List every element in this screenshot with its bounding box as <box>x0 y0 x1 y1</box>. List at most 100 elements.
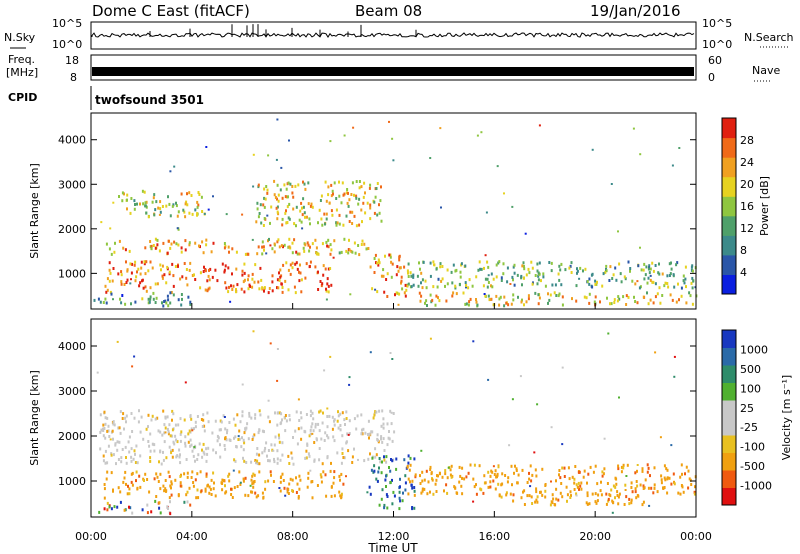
heatmap-cell <box>266 191 269 195</box>
heatmap-cell <box>198 193 201 196</box>
power-colorbar-swatch <box>722 196 736 217</box>
heatmap-cell <box>149 240 152 243</box>
heatmap-cell <box>175 204 178 208</box>
heatmap-cell <box>169 291 172 295</box>
heatmap-cell <box>224 447 227 451</box>
heatmap-cell <box>441 277 444 281</box>
heatmap-cell <box>267 459 269 463</box>
heatmap-cell <box>558 264 561 268</box>
heatmap-cell <box>179 481 182 485</box>
heatmap-cell <box>102 434 105 438</box>
heatmap-cell <box>289 477 292 481</box>
heatmap-cell <box>664 281 667 285</box>
station-title: Dome C East (fitACF) <box>92 2 250 20</box>
heatmap-cell <box>506 480 509 484</box>
heatmap-cell <box>104 461 107 465</box>
heatmap-cell <box>324 473 327 477</box>
heatmap-cell <box>165 204 168 208</box>
heatmap-cell <box>118 195 120 198</box>
heatmap-cell <box>469 297 472 301</box>
heatmap-cell <box>647 486 650 490</box>
heatmap-cell <box>238 470 241 474</box>
heatmap-cell <box>339 478 341 482</box>
heatmap-cell <box>452 291 455 295</box>
heatmap-cell <box>104 284 107 288</box>
heatmap-cell <box>531 502 534 505</box>
heatmap-cell <box>672 472 675 476</box>
heatmap-cell <box>231 272 233 276</box>
heatmap-cell <box>280 412 283 416</box>
heatmap-cell <box>420 281 422 285</box>
freq-trace <box>92 67 694 76</box>
heatmap-cell <box>647 302 650 306</box>
heatmap-cell <box>681 472 683 476</box>
heatmap-cell <box>536 495 539 499</box>
heatmap-cell <box>606 482 609 485</box>
heatmap-cell <box>640 268 643 272</box>
heatmap-cell <box>295 476 297 480</box>
heatmap-cell <box>192 454 195 458</box>
heatmap-cell <box>247 274 250 278</box>
heatmap-cell <box>228 472 231 476</box>
heatmap-cell <box>276 286 278 290</box>
heatmap-cell <box>631 279 634 283</box>
heatmap-cell <box>369 206 372 210</box>
heatmap-cell <box>102 301 105 304</box>
heatmap-cell <box>221 482 224 485</box>
heatmap-cell <box>330 248 333 252</box>
heatmap-cell <box>150 244 153 248</box>
heatmap-cell <box>292 195 295 199</box>
heatmap-cell <box>236 283 239 287</box>
heatmap-cell <box>668 476 671 480</box>
heatmap-cell <box>588 292 591 296</box>
heatmap-cell <box>140 266 143 270</box>
heatmap-cell <box>506 280 509 284</box>
heatmap-cell <box>355 180 358 183</box>
heatmap-cell <box>489 474 492 478</box>
heatmap-cell <box>184 435 187 439</box>
vel-ytick-label: 3000 <box>58 385 86 398</box>
heatmap-cell <box>378 203 380 207</box>
heatmap-cell <box>152 196 155 200</box>
heatmap-cell <box>195 496 198 500</box>
heatmap-cell <box>244 493 247 497</box>
heatmap-cell <box>400 281 402 285</box>
heatmap-cell <box>181 275 184 279</box>
heatmap-cell <box>109 271 112 275</box>
heatmap-cell <box>173 240 176 244</box>
heatmap-cell <box>487 274 490 277</box>
heatmap-cell <box>577 485 579 489</box>
heatmap-cell <box>358 197 361 201</box>
heatmap-cell <box>476 303 479 307</box>
heatmap-cell <box>357 458 359 461</box>
heatmap-cell <box>131 483 134 487</box>
heatmap-cell <box>525 273 528 277</box>
heatmap-cell <box>643 277 646 281</box>
heatmap-cell <box>614 266 617 270</box>
heatmap-cell <box>643 262 646 266</box>
heatmap-cell <box>342 456 345 459</box>
heatmap-cell <box>382 417 385 421</box>
velocity-colorbar-swatch <box>722 330 736 348</box>
heatmap-cell <box>296 252 299 256</box>
heatmap-cell <box>374 253 377 257</box>
heatmap-cell <box>525 300 528 304</box>
heatmap-cell <box>262 224 265 227</box>
heatmap-cell <box>202 418 205 422</box>
heatmap-cell <box>177 494 180 498</box>
heatmap-cell <box>193 427 195 431</box>
heatmap-cell <box>666 282 669 285</box>
heatmap-cell <box>347 433 350 436</box>
heatmap-cell <box>238 437 241 441</box>
heatmap-cell <box>173 442 176 446</box>
heatmap-cell <box>358 223 361 227</box>
heatmap-cell <box>261 451 264 455</box>
heatmap-cell <box>275 158 278 161</box>
heatmap-cell <box>147 425 149 429</box>
heatmap-cell <box>479 267 482 271</box>
heatmap-cell <box>634 471 637 475</box>
heatmap-cell <box>680 294 683 298</box>
heatmap-cell <box>218 428 221 432</box>
heatmap-cell <box>221 262 224 266</box>
heatmap-cell <box>538 296 541 300</box>
